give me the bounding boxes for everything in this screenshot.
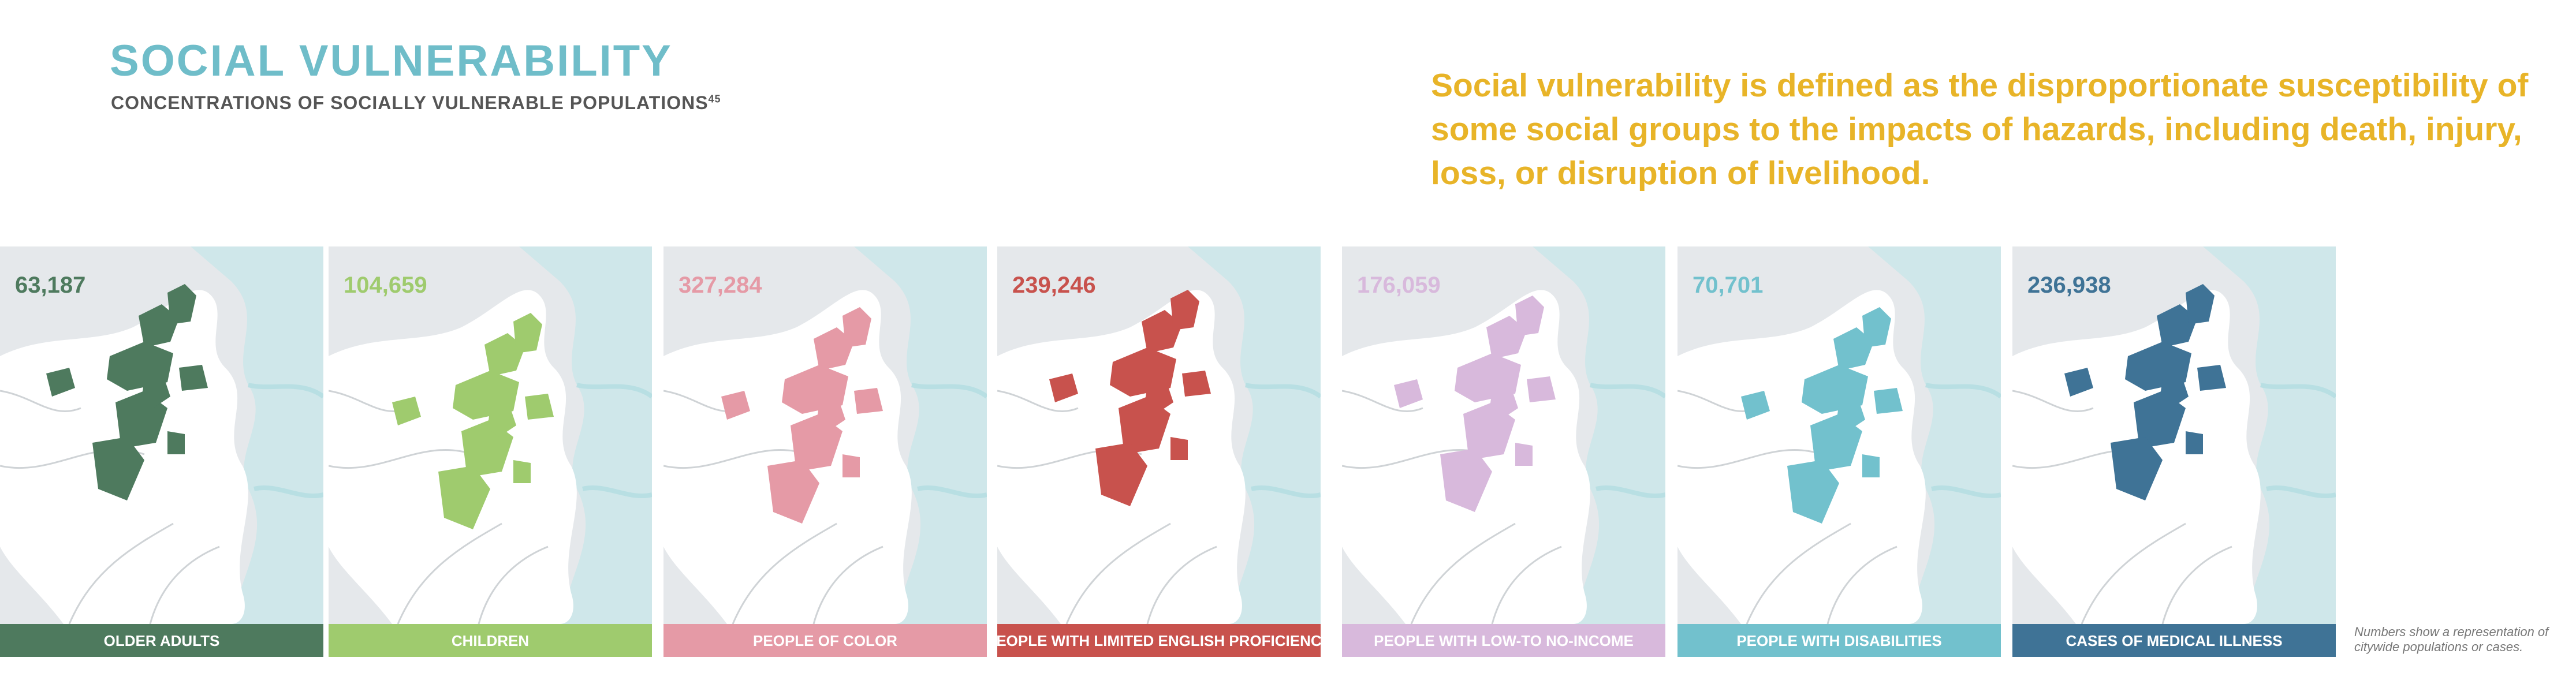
panel-label: OLDER ADULTS: [104, 632, 220, 649]
panel: 63,187 OLDER ADULTS: [0, 246, 323, 657]
panel: 104,659 CHILDREN: [329, 246, 652, 657]
label-bar: [1677, 624, 2001, 657]
label-bar: [2012, 624, 2336, 657]
count: 176,059: [1357, 272, 1441, 298]
count: 327,284: [679, 272, 762, 298]
subtitle: CONCENTRATIONS OF SOCIALLY VULNERABLE PO…: [111, 92, 721, 114]
note: Numbers show a representation of citywid…: [2354, 625, 2549, 654]
count: 104,659: [344, 272, 427, 298]
label-bar: [329, 624, 652, 657]
label-bar: [997, 624, 1321, 657]
panel: 236,938 CASES OF MEDICAL ILLNESS: [2012, 246, 2336, 657]
subtitle-text: CONCENTRATIONS OF SOCIALLY VULNERABLE PO…: [111, 92, 709, 113]
panel-label: CASES OF MEDICAL ILLNESS: [2066, 632, 2282, 649]
panel: 327,284 PEOPLE OF COLOR: [663, 246, 987, 657]
count: 236,938: [2027, 272, 2111, 298]
panel: 70,701 PEOPLE WITH DISABILITIES: [1677, 246, 2001, 657]
count: 70,701: [1693, 272, 1763, 298]
footnote-ref: 45: [708, 93, 721, 105]
panel-label: PEOPLE WITH DISABILITIES: [1736, 632, 1941, 649]
count: 63,187: [15, 272, 85, 298]
count: 239,246: [1012, 272, 1096, 298]
base-map: [0, 246, 323, 624]
title: SOCIAL VULNERABILITY: [110, 36, 673, 85]
panel-label: PEOPLE OF COLOR: [753, 632, 897, 649]
panel-label: PEOPLE WITH LIMITED ENGLISH PROFICIENCY: [986, 632, 1332, 649]
panel-label: PEOPLE WITH LOW-TO NO-INCOME: [1374, 632, 1634, 649]
label-bar: [663, 624, 987, 657]
panel: 239,246 PEOPLE WITH LIMITED ENGLISH PROFI…: [986, 246, 1332, 657]
label-bar: [1342, 624, 1665, 657]
panel: 176,059 PEOPLE WITH LOW-TO NO-INCOME: [1342, 246, 1665, 657]
panel-label: CHILDREN: [452, 632, 529, 649]
label-bar: [0, 624, 323, 657]
definition: Social vulnerability is defined as the d…: [1431, 67, 2529, 192]
